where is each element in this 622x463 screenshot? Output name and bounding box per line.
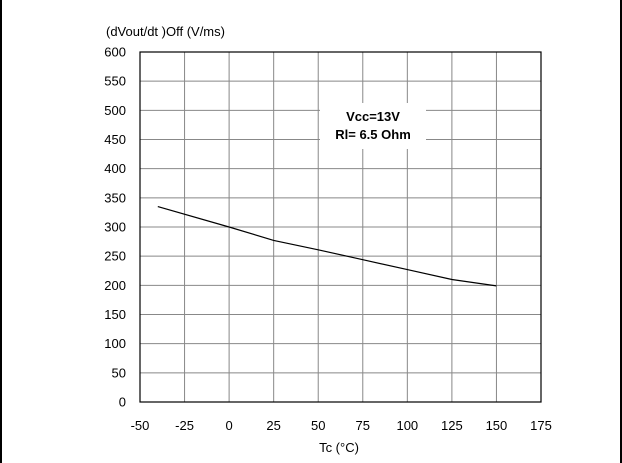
annotation-box: Vcc=13V Rl= 6.5 Ohm <box>320 103 426 149</box>
y-axis-title: (dVout/dt )Off (V/ms) <box>106 24 225 39</box>
y-tick-labels: 0 50 100 150 200 250 300 350 400 450 500 550 600 <box>104 45 126 410</box>
y-tick-label-100: 100 <box>104 336 126 351</box>
x-tick-label-175: 175 <box>530 418 552 433</box>
x-tick-label-150: 150 <box>486 418 508 433</box>
y-tick-label-0: 0 <box>119 395 126 410</box>
x-tick-label-100: 100 <box>396 418 418 433</box>
annotation-background <box>320 103 426 149</box>
y-tick-label-550: 550 <box>104 74 126 89</box>
series-line-0 <box>157 206 497 287</box>
series-layer <box>157 206 497 287</box>
y-tick-label-250: 250 <box>104 249 126 264</box>
y-tick-label-450: 450 <box>104 132 126 147</box>
x-tick-label-0: 0 <box>225 418 232 433</box>
y-tick-label-400: 400 <box>104 161 126 176</box>
annotation-line-2: Rl= 6.5 Ohm <box>335 127 411 142</box>
x-tick-label-50: 50 <box>311 418 325 433</box>
y-tick-label-350: 350 <box>104 190 126 205</box>
y-tick-label-200: 200 <box>104 278 126 293</box>
y-tick-label-600: 600 <box>104 45 126 60</box>
y-tick-label-500: 500 <box>104 103 126 118</box>
x-tick-label--25: -25 <box>175 418 194 433</box>
x-tick-label-75: 75 <box>356 418 370 433</box>
x-tick-label-125: 125 <box>441 418 463 433</box>
y-tick-label-50: 50 <box>112 365 126 380</box>
plot-border <box>139 51 542 403</box>
x-tick-label--50: -50 <box>131 418 150 433</box>
x-tick-label-25: 25 <box>266 418 280 433</box>
y-tick-label-150: 150 <box>104 307 126 322</box>
x-axis-title: Tc (°C) <box>319 440 359 455</box>
annotation-line-1: Vcc=13V <box>346 109 400 124</box>
x-tick-labels: -50 -25 0 25 50 75 100 125 150 175 <box>131 418 552 433</box>
y-tick-label-300: 300 <box>104 220 126 235</box>
